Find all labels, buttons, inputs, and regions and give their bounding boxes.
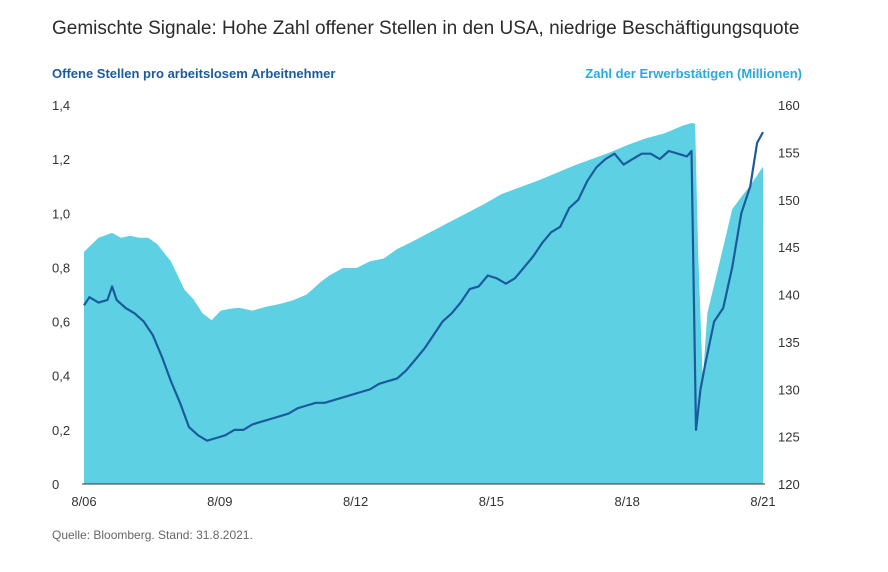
openings-per-unemployed-line — [83, 131, 764, 442]
source-note: Quelle: Bloomberg. Stand: 31.8.2021. — [52, 528, 253, 542]
left-y-tick-label: 1,2 — [52, 152, 70, 167]
left-y-tick-label: 0,4 — [52, 369, 70, 384]
right-y-tick-label: 135 — [778, 335, 800, 350]
right-y-tick-label: 140 — [778, 288, 800, 303]
right-y-tick-label: 130 — [778, 382, 800, 397]
left-axis-title: Offene Stellen pro arbeitslosem Arbeitne… — [52, 66, 336, 81]
right-axis-title: Zahl der Erwerbstätigen (Millionen) — [585, 66, 802, 81]
x-tick-label: 8/06 — [71, 494, 96, 509]
employment-area — [84, 123, 763, 484]
left-y-tick-label: 1,0 — [52, 206, 70, 221]
left-y-tick-label: 1,4 — [52, 98, 70, 113]
right-y-tick-label: 150 — [778, 193, 800, 208]
right-y-tick-label: 145 — [778, 240, 800, 255]
x-tick-label: 8/21 — [750, 494, 775, 509]
right-y-tick-label: 160 — [778, 98, 800, 113]
x-tick-label: 8/12 — [343, 494, 368, 509]
x-tick-label: 8/15 — [479, 494, 504, 509]
left-y-tick-label: 0,2 — [52, 423, 70, 438]
x-tick-label: 8/09 — [207, 494, 232, 509]
right-y-tick-label: 125 — [778, 430, 800, 445]
chart-title: Gemischte Signale: Hohe Zahl offener Ste… — [52, 18, 800, 39]
left-y-tick-label: 0,6 — [52, 315, 70, 330]
x-tick-label: 8/18 — [615, 494, 640, 509]
right-y-tick-label: 120 — [778, 477, 800, 492]
right-y-tick-label: 155 — [778, 145, 800, 160]
left-y-tick-label: 0 — [52, 477, 59, 492]
left-y-tick-label: 0,8 — [52, 260, 70, 275]
